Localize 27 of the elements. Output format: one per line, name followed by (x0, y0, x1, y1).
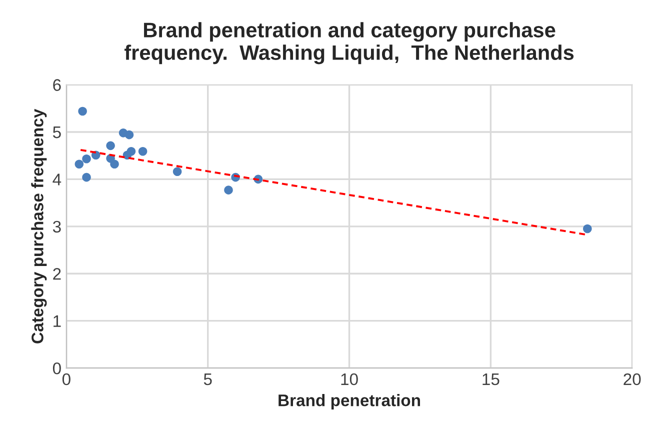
x-tick-label: 5 (204, 374, 212, 386)
chart-title: Brand penetration and category purchase frequency. Washing Liquid, The Netherlands (124, 22, 574, 64)
y-tick-label: 1 (54, 315, 61, 327)
x-axis-title: Brand penetration (278, 394, 420, 410)
point (172, 167, 182, 176)
point (224, 186, 233, 194)
y-tick-label: 0 (52, 362, 61, 374)
x-tick-label: 20 (624, 373, 641, 386)
point (82, 172, 91, 182)
y-axis-title: Category purchase frequency (31, 108, 47, 344)
point (124, 130, 134, 140)
point (78, 106, 87, 116)
x-tick-label: 0 (62, 373, 70, 386)
y-tick-label: 4 (52, 174, 62, 186)
point (138, 146, 148, 156)
point (82, 154, 91, 164)
point (583, 224, 592, 234)
y-tick-label: 2 (53, 268, 61, 280)
x-tick-label: 10 (341, 373, 358, 386)
y-tick-label: 5 (52, 126, 61, 138)
point (110, 160, 119, 168)
point (74, 160, 84, 168)
x-tick-label: 15 (482, 374, 500, 386)
point (106, 141, 115, 150)
y-tick-label: 3 (52, 220, 61, 233)
y-tick-label: 6 (53, 79, 61, 91)
point (126, 146, 136, 156)
